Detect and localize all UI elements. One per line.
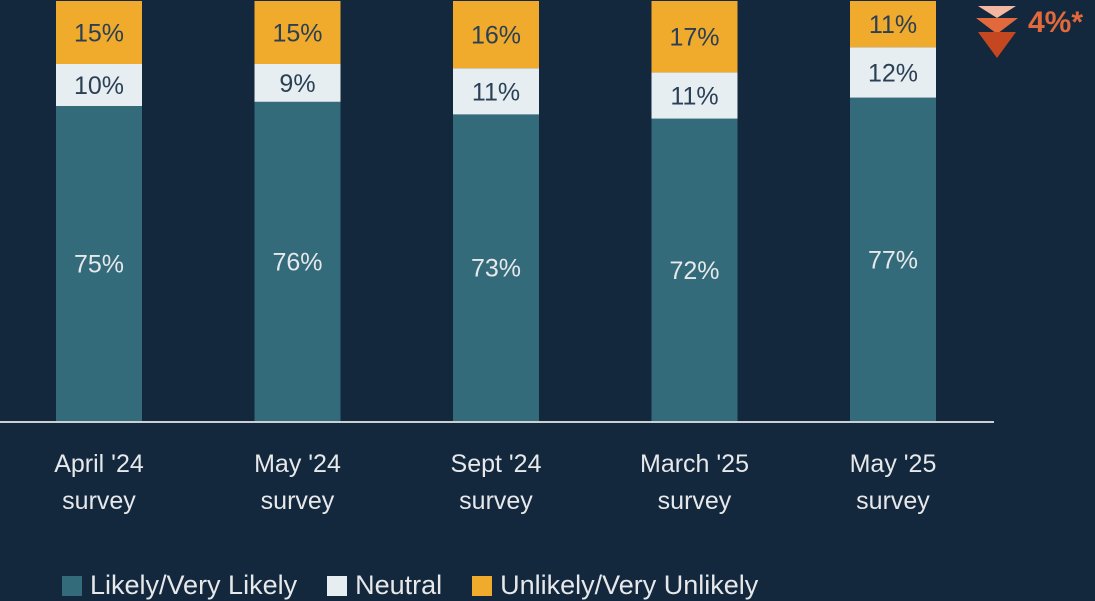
annotation-text: 4%* — [1028, 6, 1084, 39]
x-tick-label: survey — [658, 487, 732, 515]
bar-segment-neutral — [453, 68, 539, 115]
bar-segment-unlikely — [651, 0, 738, 73]
x-tick-label: May '25 — [850, 450, 937, 478]
bar-segment-likely — [850, 97, 936, 421]
data-label-unlikely: 15% — [272, 20, 322, 48]
data-label-neutral: 9% — [279, 70, 315, 98]
x-tick-label: survey — [856, 487, 930, 515]
legend-item-neutral: Neutral — [327, 570, 442, 601]
annotation: 4%* — [974, 4, 1083, 60]
legend-swatch-neutral — [327, 575, 348, 596]
legend-item-likely: Likely/Very Likely — [62, 570, 297, 601]
data-label-neutral: 12% — [868, 59, 918, 87]
data-label-neutral: 11% — [472, 78, 520, 106]
x-tick-label: March '25 — [640, 450, 749, 478]
data-label-likely: 73% — [471, 255, 521, 283]
bar-segment-neutral — [254, 64, 341, 102]
data-label-neutral: 11% — [670, 83, 718, 111]
data-label-unlikely: 17% — [669, 24, 719, 52]
bar-segment-unlikely — [850, 0, 936, 48]
data-label-unlikely: 15% — [74, 20, 124, 48]
x-tick-label: April '24 — [54, 450, 144, 478]
down-triangle-stack-icon — [976, 6, 1018, 58]
legend-label-neutral: Neutral — [355, 570, 443, 600]
x-tick-label: survey — [459, 487, 533, 515]
bar-segment-neutral — [56, 64, 142, 106]
x-tick-label: Sept '24 — [451, 450, 542, 478]
data-label-neutral: 10% — [74, 72, 124, 100]
bar-segment-likely — [56, 106, 142, 421]
data-label-likely: 72% — [669, 257, 719, 285]
x-tick-label: survey — [62, 487, 136, 515]
legend-label-likely: Likely/Very Likely — [90, 570, 298, 600]
bar-segment-likely — [453, 114, 539, 422]
bar-segment-neutral — [850, 47, 936, 98]
data-label-unlikely: 11% — [869, 11, 917, 39]
data-label-unlikely: 16% — [471, 22, 521, 50]
x-tick-label: survey — [261, 487, 335, 515]
bar-segment-unlikely — [56, 1, 142, 64]
bar-segment-likely — [254, 101, 341, 422]
legend-swatch-unlikely — [472, 575, 493, 596]
legend: Likely/Very Likely Neutral Unlikely/Very… — [62, 570, 758, 601]
data-label-likely: 77% — [868, 246, 918, 274]
legend-swatch-likely — [62, 575, 82, 596]
x-tick-label: May '24 — [254, 450, 341, 478]
bar-segment-unlikely — [453, 0, 539, 69]
legend-label-unlikely: Unlikely/Very Unlikely — [500, 570, 759, 600]
data-label-likely: 76% — [272, 248, 322, 276]
bar-segment-likely — [651, 118, 738, 421]
legend-item-unlikely: Unlikely/Very Unlikely — [472, 570, 758, 601]
data-label-likely: 75% — [74, 251, 124, 279]
bar-segment-unlikely — [254, 1, 341, 64]
bar-segment-neutral — [651, 72, 738, 119]
